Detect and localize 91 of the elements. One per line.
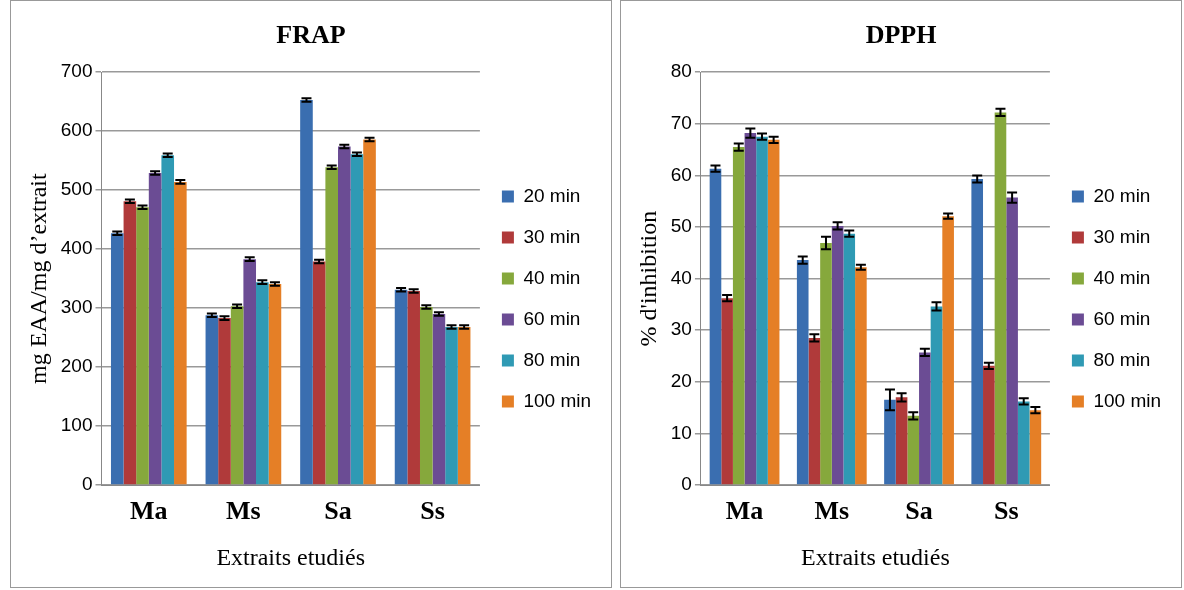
bar (110, 233, 124, 485)
y-tick-label: 500 (60, 178, 93, 200)
bar (123, 201, 137, 485)
bar (942, 216, 954, 485)
bar (808, 337, 821, 485)
bar (855, 267, 867, 485)
bar (796, 260, 809, 485)
bar (457, 326, 471, 485)
bar (300, 99, 313, 485)
x-tick-label: Ms (226, 496, 261, 526)
chart-title: DPPH (865, 20, 937, 50)
legend-label: 30 min (1093, 225, 1151, 247)
bar (709, 168, 722, 485)
legend-label: 100 min (1093, 389, 1162, 411)
bar (820, 243, 832, 485)
legend-label: 60 min (1093, 307, 1151, 329)
x-tick-label: Ms (814, 496, 850, 526)
bar (994, 112, 1007, 485)
bar (230, 306, 244, 485)
legend-label: 40 min (523, 266, 581, 288)
legend-label: 60 min (523, 307, 581, 329)
x-tick-label: Ss (993, 496, 1019, 526)
y-tick-label: 200 (60, 355, 93, 377)
x-axis-title: Extraits etudiés (216, 543, 366, 570)
legend-label: 80 min (523, 348, 581, 370)
bar (312, 261, 326, 485)
y-tick-label: 300 (60, 296, 93, 318)
x-tick-label: Ma (725, 496, 764, 526)
bar (756, 136, 768, 485)
bar (256, 282, 269, 485)
y-tick-label: 700 (60, 60, 93, 82)
bar (394, 289, 408, 485)
y-tick-label: 20 (670, 370, 692, 392)
x-tick-label: Ma (130, 496, 168, 526)
bar (1017, 401, 1030, 485)
legend-label: 40 min (1093, 266, 1151, 288)
x-tick-label: Sa (905, 496, 933, 526)
bar (136, 207, 149, 485)
bar (732, 147, 745, 485)
bar (161, 155, 175, 485)
y-axis-title: mg EAA/mg d’extrait (24, 172, 51, 384)
legend-label: 100 min (523, 389, 592, 411)
x-tick-label: Sa (324, 496, 352, 526)
y-tick-label: 400 (60, 237, 93, 259)
chart-title: FRAP (276, 20, 346, 50)
y-tick-label: 0 (681, 473, 692, 495)
bar (971, 179, 984, 485)
bar (205, 315, 219, 485)
bar (407, 290, 420, 485)
bar (907, 415, 920, 485)
bar (325, 167, 338, 485)
bar (884, 399, 896, 485)
bar (1006, 197, 1018, 485)
bar (767, 139, 780, 485)
bar (268, 283, 282, 485)
y-tick-label: 100 (60, 414, 93, 436)
y-tick-label: 10 (670, 421, 692, 443)
y-tick-label: 70 (670, 112, 692, 134)
y-tick-label: 40 (670, 266, 692, 288)
legend-label: 80 min (1093, 348, 1151, 370)
bar (721, 298, 733, 485)
y-tick-label: 60 (670, 163, 692, 185)
bar (843, 233, 856, 485)
bar (218, 318, 231, 485)
bar (895, 397, 908, 485)
bar (174, 181, 187, 485)
y-tick-label: 30 (670, 318, 692, 340)
y-tick-label: 600 (60, 119, 93, 141)
bar (1029, 410, 1042, 485)
bar (350, 154, 364, 485)
bar (243, 259, 257, 485)
legend-label: 20 min (523, 184, 581, 206)
bar (744, 133, 757, 485)
legend-label: 30 min (523, 225, 581, 247)
y-tick-label: 50 (670, 215, 692, 237)
bar (363, 139, 376, 485)
y-axis-title: % d'inhibition (634, 210, 661, 347)
bar (919, 352, 931, 485)
bar (419, 306, 433, 485)
bar (983, 365, 995, 485)
legend-label: 20 min (1093, 184, 1151, 206)
bar (930, 306, 943, 485)
y-tick-label: 80 (670, 60, 692, 82)
bar (338, 146, 351, 485)
y-tick-label: 0 (81, 473, 93, 495)
x-axis-title: Extraits etudiés (801, 543, 950, 570)
bar (432, 313, 446, 485)
bar (445, 326, 458, 485)
bar (831, 225, 844, 485)
bar (148, 173, 162, 485)
x-tick-label: Ss (420, 496, 445, 526)
